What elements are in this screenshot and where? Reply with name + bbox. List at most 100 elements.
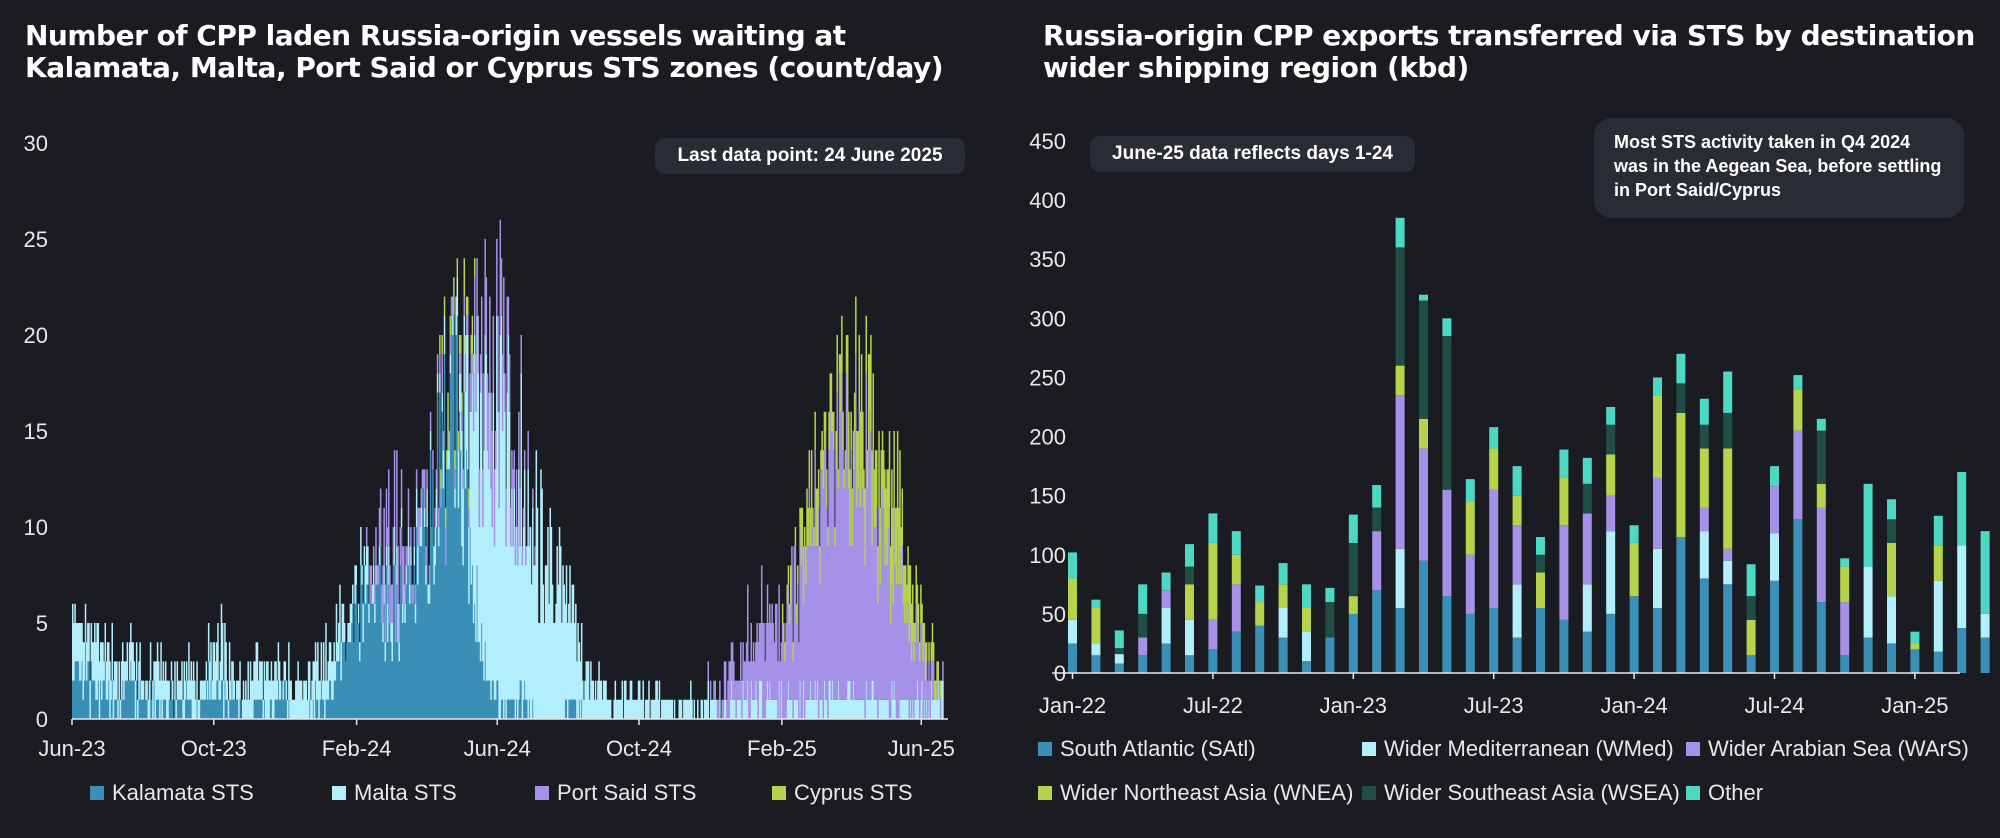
- left-area-malta-sts: [72, 277, 944, 719]
- right-x-tick-label: Jan-23: [1320, 693, 1387, 718]
- left-legend-item: Cyprus STS: [772, 780, 913, 806]
- bar-segment: [1840, 558, 1850, 567]
- bar-segment: [1512, 495, 1522, 526]
- bar-segment: [1559, 477, 1569, 526]
- bar-segment: [1887, 596, 1896, 644]
- bar-segment: [1185, 584, 1194, 620]
- right-chart-note: June-25 data reflects days 1-24: [1090, 136, 1415, 172]
- bar-segment: [1114, 648, 1124, 655]
- bar-segment: [1536, 607, 1545, 673]
- bar-segment: [1746, 564, 1756, 597]
- bar-segment: [1419, 418, 1428, 449]
- legend-label: Wider Southeast Asia (WSEA): [1384, 780, 1680, 805]
- legend-label: South Atlantic (SAtl): [1060, 736, 1256, 761]
- bar-segment: [1395, 548, 1405, 608]
- bar-segment: [1138, 584, 1148, 614]
- bar-segment: [1255, 625, 1265, 673]
- right-legend-item: South Atlantic (SAtl): [1038, 736, 1256, 762]
- bar-segment: [1933, 515, 1943, 546]
- bar-segment: [1699, 398, 1709, 425]
- bar-segment: [1653, 548, 1662, 608]
- legend-label: Wider Northeast Asia (WNEA): [1060, 780, 1354, 805]
- bar-segment: [1910, 631, 1920, 644]
- bar-segment: [1512, 466, 1522, 496]
- bar-segment: [1091, 643, 1101, 656]
- bar-segment: [1582, 483, 1592, 514]
- right-legend-item: Wider Arabian Sea (WArS): [1686, 736, 1969, 762]
- bar-segment: [1606, 407, 1616, 425]
- bar-segment: [1559, 449, 1569, 478]
- bar-segment: [1512, 525, 1522, 585]
- bar-segment: [1395, 607, 1405, 673]
- bar-segment: [1863, 483, 1873, 567]
- bar-segment: [1161, 572, 1171, 591]
- bar-segment: [1302, 631, 1311, 662]
- left-x-tick-label: Jun-24: [464, 736, 531, 761]
- bar-segment: [1302, 584, 1311, 608]
- left-y-tick-label: 30: [24, 131, 48, 156]
- bar-segment: [1442, 489, 1452, 597]
- bar-segment: [1746, 596, 1756, 620]
- bar-segment: [1231, 631, 1241, 673]
- bar-segment: [1278, 563, 1288, 585]
- bar-segment: [1348, 514, 1358, 543]
- bar-segment: [1302, 607, 1311, 632]
- bar-segment: [1395, 365, 1405, 396]
- right-y-tick-label: 400: [1029, 188, 1066, 213]
- bar-segment: [1208, 649, 1218, 673]
- bar-segment: [1910, 643, 1920, 650]
- right-y-tick-label: 350: [1029, 247, 1066, 272]
- bar-segment: [1091, 607, 1101, 644]
- bar-segment: [1442, 318, 1452, 337]
- bar-segment: [1068, 552, 1077, 579]
- bar-segment: [1793, 430, 1803, 520]
- legend-swatch: [535, 786, 549, 800]
- bar-segment: [1582, 457, 1592, 484]
- right-y-tick-label: 250: [1029, 365, 1066, 390]
- bar-segment: [1676, 412, 1686, 538]
- bar-segment: [1606, 424, 1616, 455]
- bar-segment: [1161, 607, 1171, 644]
- bar-segment: [1653, 377, 1662, 396]
- bar-segment: [1816, 418, 1826, 431]
- left-area-port-said-sts: [365, 219, 944, 720]
- right-y-tick-label: 100: [1029, 543, 1066, 568]
- bar-segment: [1980, 531, 1990, 614]
- bar-segment: [1419, 448, 1428, 561]
- bar-segment: [1465, 613, 1475, 673]
- left-x-tick-label: Oct-23: [181, 736, 247, 761]
- bar-segment: [1746, 619, 1756, 656]
- bar-segment: [1208, 619, 1218, 650]
- bar-segment: [1348, 613, 1358, 673]
- bar-segment: [1068, 578, 1077, 620]
- bar-segment: [1723, 371, 1733, 413]
- bar-segment: [1933, 545, 1943, 581]
- bar-segment: [1723, 548, 1733, 561]
- left-y-tick-label: 25: [24, 227, 48, 252]
- legend-swatch: [332, 786, 346, 800]
- left-y-tick-label: 20: [24, 323, 48, 348]
- bar-segment: [1114, 654, 1124, 664]
- bar-segment: [1606, 531, 1616, 614]
- bar-segment: [1676, 537, 1686, 673]
- bar-segment: [1887, 542, 1896, 597]
- bar-segment: [1816, 507, 1826, 603]
- bar-segment: [1816, 602, 1826, 673]
- left-y-tick-label: 10: [24, 515, 48, 540]
- left-legend-item: Malta STS: [332, 780, 457, 806]
- bar-segment: [1676, 383, 1686, 413]
- bar-segment: [1723, 412, 1733, 449]
- legend-label: Other: [1708, 780, 1764, 805]
- legend-label: Cyprus STS: [794, 780, 913, 805]
- bar-segment: [1793, 389, 1803, 431]
- bar-segment: [1161, 643, 1171, 673]
- bar-segment: [1699, 448, 1709, 508]
- bar-segment: [1489, 427, 1499, 449]
- bar-segment: [1161, 590, 1171, 608]
- bar-segment: [1255, 602, 1265, 626]
- left-chart-title: Number of CPP laden Russia-origin vessel…: [25, 19, 944, 84]
- bar-segment: [1419, 294, 1428, 301]
- right-legend-item: Wider Southeast Asia (WSEA): [1362, 780, 1680, 806]
- legend-swatch: [1038, 742, 1052, 756]
- right-y-tick-label: 450: [1029, 129, 1066, 154]
